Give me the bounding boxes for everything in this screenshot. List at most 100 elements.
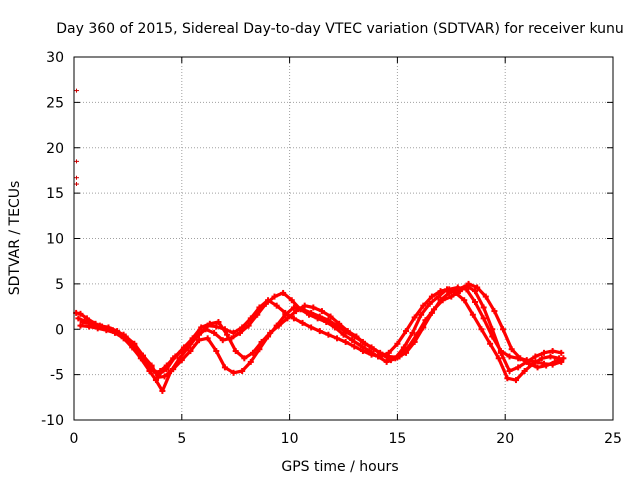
data-point (506, 367, 513, 374)
data-point (504, 375, 511, 382)
y-tick-label: -10 (41, 413, 64, 429)
data-point (237, 329, 244, 336)
data-point (370, 346, 377, 353)
data-point (538, 355, 545, 362)
data-point (262, 300, 269, 307)
y-tick-label: 25 (46, 95, 64, 111)
data-point (213, 348, 220, 355)
data-point (254, 311, 261, 318)
data-point (497, 349, 504, 356)
y-tick-label: 0 (55, 322, 64, 338)
data-point (448, 293, 455, 300)
x-tick-label: 20 (496, 431, 514, 447)
data-point (299, 319, 306, 326)
data-point (439, 297, 446, 304)
data-point (172, 353, 179, 360)
data-point (308, 324, 315, 331)
data-point (351, 343, 358, 350)
data-point (478, 326, 485, 333)
data-point (465, 280, 472, 287)
data-point (275, 322, 282, 329)
data-point (293, 308, 300, 315)
data-point (549, 348, 556, 355)
data-point (185, 344, 192, 351)
data-point (411, 314, 418, 321)
data-point (228, 335, 235, 342)
x-axis: 0 5 10 15 20 25 (70, 57, 622, 447)
outlier-point (74, 182, 79, 187)
data-point (161, 373, 168, 380)
data-point (530, 360, 537, 367)
data-point (547, 353, 554, 360)
data-point (482, 293, 489, 300)
data-point (318, 308, 325, 315)
data-point (273, 302, 280, 309)
data-point (543, 362, 550, 369)
x-axis-title: GPS time / hours (281, 459, 398, 475)
x-tick-label: 15 (388, 431, 406, 447)
x-tick-label: 0 (70, 431, 79, 447)
data-point (241, 355, 248, 362)
data-point (495, 355, 502, 362)
data-point (211, 329, 218, 336)
data-point (232, 348, 239, 355)
data-point (342, 338, 349, 345)
data-point (316, 328, 323, 335)
data-point (374, 353, 381, 360)
y-tick-label: 10 (46, 232, 64, 248)
grid (74, 57, 613, 420)
outlier-layer (74, 88, 79, 187)
data-point (282, 311, 289, 318)
y-tick-label: 20 (46, 141, 64, 157)
data-point (480, 304, 487, 311)
data-point (474, 284, 481, 291)
data-point (362, 340, 369, 347)
data-point (290, 315, 297, 322)
data-point (426, 300, 433, 307)
data-point (267, 329, 274, 336)
data-point (206, 320, 213, 327)
data-point (103, 327, 110, 334)
data-point (176, 355, 183, 362)
data-point (472, 288, 479, 295)
data-point (331, 324, 338, 331)
data-point (159, 387, 166, 394)
x-tick-label: 5 (177, 431, 186, 447)
series-layer (73, 280, 567, 394)
data-point (357, 342, 364, 349)
data-point (336, 320, 343, 327)
y-axis: -10 -5 0 5 10 15 20 25 30 (41, 50, 613, 429)
data-point (413, 331, 420, 338)
data-point (258, 338, 265, 345)
data-point (403, 328, 410, 335)
data-point (219, 337, 226, 344)
data-point (221, 364, 228, 371)
data-point (534, 364, 541, 371)
data-point (111, 329, 118, 336)
data-point (196, 337, 203, 344)
data-point (239, 367, 246, 374)
data-point (290, 304, 297, 311)
data-point (155, 371, 162, 378)
data-point (366, 348, 373, 355)
y-axis-title: SDTVAR / TECUs (7, 181, 23, 296)
data-point (418, 311, 425, 318)
data-point (480, 315, 487, 322)
data-point (323, 318, 330, 325)
data-point (204, 335, 211, 342)
chart-title: Day 360 of 2015, Sidereal Day-to-day VTE… (56, 21, 624, 37)
data-point (340, 331, 347, 338)
x-tick-label: 10 (281, 431, 299, 447)
data-point (551, 358, 558, 365)
x-tick-label: 25 (604, 431, 622, 447)
data-point (163, 366, 170, 373)
data-point (452, 289, 459, 296)
data-point (558, 349, 565, 356)
data-point (137, 355, 144, 362)
data-point (249, 349, 256, 356)
data-point (314, 315, 321, 322)
outlier-point (74, 88, 79, 93)
data-point (288, 297, 295, 304)
data-point (517, 355, 524, 362)
